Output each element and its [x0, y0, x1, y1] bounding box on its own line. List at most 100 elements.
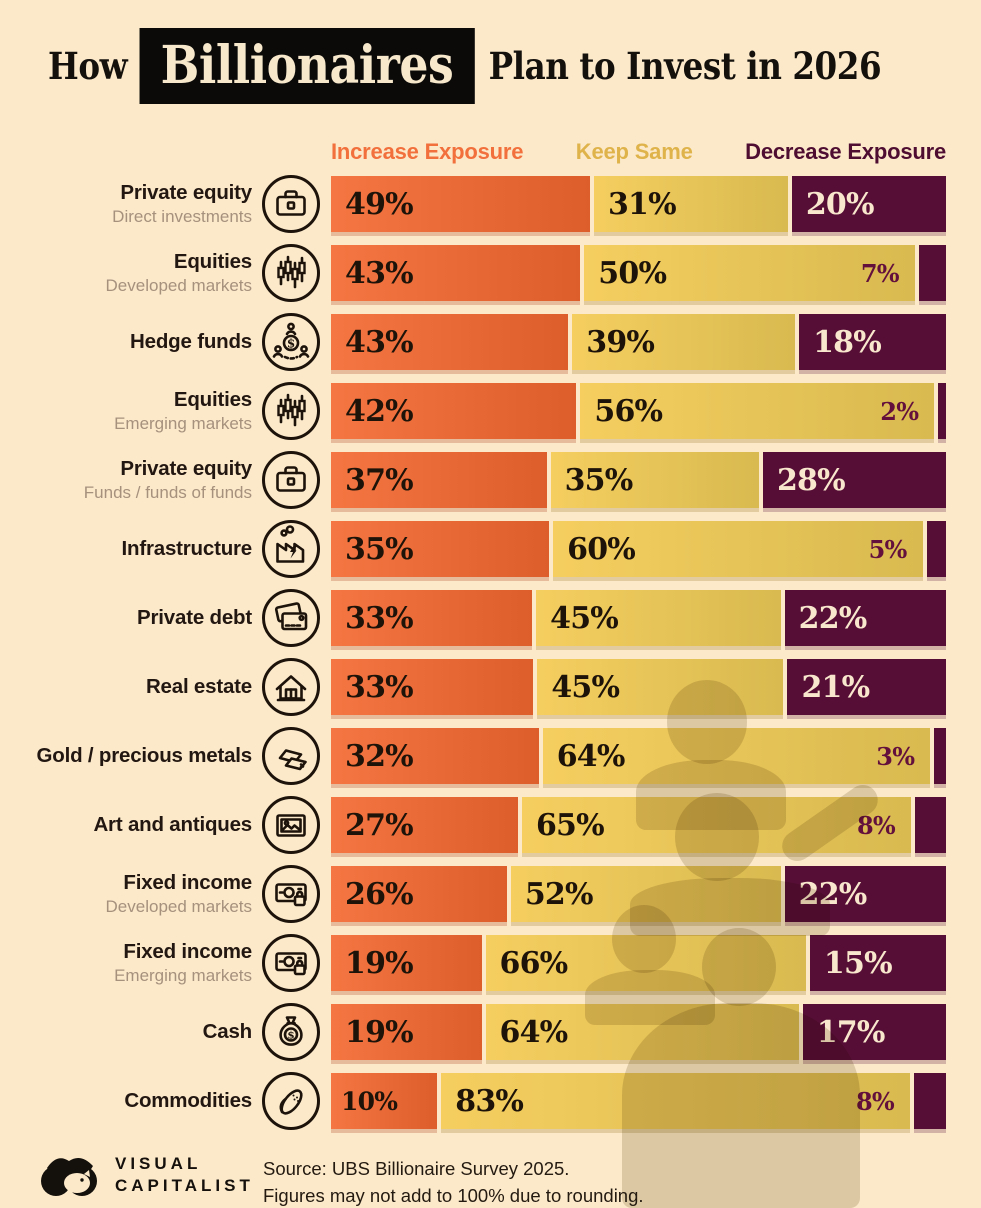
keep-same-segment: 52%: [510, 866, 781, 922]
asset-row: Private equity Direct investments 49% 31% 2…: [0, 175, 946, 233]
increase-exposure-segment: 33%: [331, 659, 534, 715]
increase-value: 19%: [345, 945, 414, 981]
asset-label-block: Private debt: [0, 605, 252, 630]
increase-value: 10%: [341, 1086, 398, 1116]
asset-label: Real estate: [145, 674, 252, 698]
keep-same-value: 52%: [524, 876, 594, 912]
gold-bars-icon: [260, 725, 322, 787]
keep-same-value: 64%: [556, 738, 626, 774]
decrease-value: 3%: [876, 741, 915, 771]
asset-row: Cash $19% 64% 17%: [0, 1003, 946, 1061]
title-prefix: How: [48, 43, 128, 88]
keep-same-segment: 66%: [485, 935, 806, 991]
decrease-value: 20%: [805, 186, 875, 222]
asset-sublabel: Emerging markets: [114, 965, 252, 985]
legend-increase-exposure: Increase Exposure: [331, 139, 524, 164]
asset-label-block: Cash: [0, 1020, 253, 1044]
increase-value: 33%: [345, 600, 414, 636]
increase-exposure-segment: 35%: [331, 521, 550, 577]
stacked-bar: 32% 64% 3%: [331, 728, 946, 784]
briefcase-icon: [260, 449, 322, 511]
asset-label-block: Infrastructure: [0, 536, 253, 561]
keep-same-value: 66%: [499, 945, 569, 981]
asset-label: Infrastructure: [121, 536, 253, 560]
keep-same-value: 39%: [586, 324, 655, 360]
keep-same-segment: 50% 7%: [584, 245, 915, 301]
decrease-exposure-segment: [938, 383, 946, 439]
increase-exposure-segment: 27%: [331, 797, 518, 853]
asset-label-block: Hedge funds: [0, 330, 252, 354]
asset-row: Fixed income Developed markets 26% 52% 22%: [0, 863, 946, 925]
keep-same-segment: 39%: [572, 314, 796, 370]
asset-label-block: Fixed income Developed markets: [0, 871, 253, 916]
stacked-bar: 26% 52% 22%: [331, 866, 946, 922]
legend: Increase Exposure Keep Same Decrease Exp…: [331, 139, 946, 165]
brand-name: VISUAL CAPITALIST: [115, 1153, 254, 1197]
decrease-exposure-segment: [934, 728, 946, 784]
decrease-value: 8%: [856, 1086, 895, 1116]
footer: VISUAL CAPITALIST: [37, 1150, 254, 1200]
asset-row: Private debt 33% 45% 22%: [0, 589, 946, 647]
asset-sublabel: Funds / funds of funds: [83, 482, 252, 502]
increase-value: 43%: [345, 255, 414, 291]
asset-label: Fixed income: [123, 940, 252, 963]
decrease-value: 22%: [798, 600, 868, 636]
decrease-value: 28%: [776, 462, 846, 498]
source-note: Source: UBS Billionaire Survey 2025. Fig…: [263, 1156, 644, 1208]
title-suffix: Plan to Invest in 2026: [488, 43, 882, 88]
decrease-value: 21%: [801, 669, 870, 705]
asset-sublabel: Emerging markets: [114, 413, 252, 433]
brand-line2: CAPITALIST: [115, 1176, 254, 1195]
keep-same-segment: 35%: [550, 452, 759, 508]
asset-row: Equities Developed markets 43% 50% 7%: [0, 242, 946, 304]
asset-row: Fixed income Emerging markets 19% 66% 15%: [0, 934, 946, 992]
asset-label-block: Gold / precious metals: [0, 744, 253, 768]
asset-sublabel: Developed markets: [105, 275, 252, 295]
increase-exposure-segment: 19%: [331, 1004, 482, 1060]
asset-label: Art and antiques: [93, 812, 252, 836]
keep-same-value: 45%: [551, 669, 620, 705]
increase-exposure-segment: 19%: [331, 935, 482, 991]
asset-label: Private equity: [120, 457, 252, 480]
keep-same-segment: 65% 8%: [521, 797, 911, 853]
asset-label: Private debt: [137, 605, 252, 629]
keep-same-segment: 31%: [593, 176, 788, 232]
increase-value: 26%: [345, 876, 414, 912]
asset-row: Gold / precious metals 32% 64% 3%: [0, 725, 946, 787]
stacked-bar: 33% 45% 21%: [331, 659, 946, 715]
decrease-value: 8%: [856, 810, 896, 840]
chart-rows: Private equity Direct investments 49% 31% 2…: [0, 175, 946, 1142]
asset-label-block: Commodities: [0, 1089, 252, 1113]
stacked-bar: 43% 39% 18%: [331, 314, 946, 370]
increase-exposure-segment: 42%: [331, 383, 577, 439]
asset-label-block: Fixed income Emerging markets: [0, 940, 252, 985]
decrease-value: 5%: [868, 534, 908, 564]
brand-line1: VISUAL: [115, 1153, 202, 1173]
asset-row: Real estate 33% 45% 21%: [0, 658, 946, 716]
candlestick-chart-icon: [260, 242, 322, 304]
increase-value: 27%: [345, 807, 414, 843]
decrease-exposure-segment: 15%: [809, 935, 946, 991]
stacked-bar: 33% 45% 22%: [331, 590, 946, 646]
asset-sublabel: Developed markets: [105, 896, 252, 916]
stacked-bar: 19% 66% 15%: [331, 935, 946, 991]
decrease-value: 22%: [798, 876, 868, 912]
banknote-lock-icon: [260, 863, 322, 925]
stacked-bar: 35% 60% 5%: [331, 521, 946, 577]
decrease-exposure-segment: 21%: [787, 659, 946, 715]
asset-sublabel: Direct investments: [112, 206, 252, 226]
keep-same-value: 45%: [550, 600, 619, 636]
keep-same-segment: 60% 5%: [553, 521, 923, 577]
asset-label: Equities: [173, 250, 252, 273]
decrease-exposure-segment: 28%: [762, 452, 946, 508]
asset-label-block: Private equity Funds / funds of funds: [0, 457, 252, 502]
stacked-bar: 43% 50% 7%: [331, 245, 946, 301]
decrease-value: 15%: [823, 945, 893, 981]
increase-value: 32%: [345, 738, 414, 774]
stacked-bar: 42% 56% 2%: [331, 383, 946, 439]
keep-same-value: 31%: [607, 186, 677, 222]
keep-same-value: 60%: [567, 531, 636, 567]
increase-value: 35%: [345, 531, 414, 567]
svg-text:$: $: [287, 1030, 294, 1042]
